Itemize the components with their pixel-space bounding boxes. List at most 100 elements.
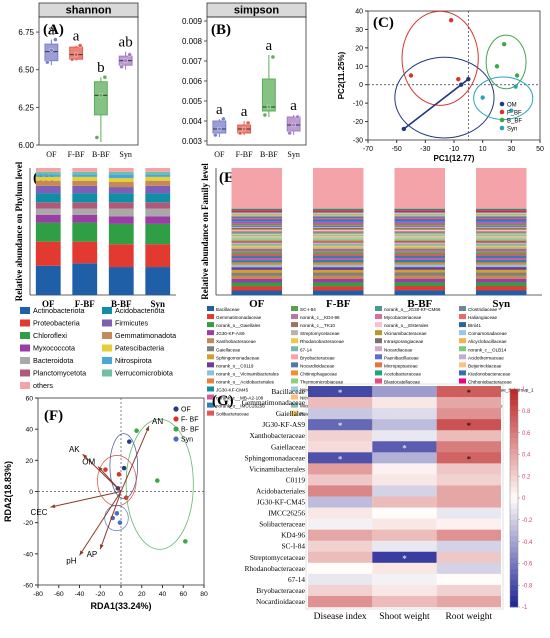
bar-segment (231, 229, 283, 232)
colorbar-segment (510, 557, 518, 564)
legend-marker (499, 109, 505, 115)
legend-swatch (375, 314, 382, 320)
legend-label: norank_o__C0119 (216, 363, 254, 368)
legend-swatch (102, 332, 112, 339)
bar-segment (312, 257, 364, 261)
x-axis-label: PC1(12.77) (434, 154, 475, 163)
x-tick-label: 0 (119, 591, 123, 598)
legend-swatch (102, 357, 112, 364)
bar-segment (475, 235, 527, 238)
bar-segment (475, 233, 527, 235)
bar-segment (394, 218, 446, 221)
bar-segment (394, 208, 446, 210)
legend-label: Xanthobacteraceae (216, 339, 256, 344)
bar-segment (231, 233, 283, 235)
heatmap-cell (308, 419, 373, 431)
legend-label: Acidobacteriota (115, 306, 165, 315)
bar-segment (312, 213, 364, 215)
significance-letter: a (73, 29, 80, 45)
vector-label: AN (152, 417, 163, 426)
bar-segment (312, 278, 364, 283)
colorbar-segment (510, 459, 518, 466)
colorbar-label: -0.8 (522, 583, 533, 589)
bar-segment (394, 240, 446, 243)
colorbar-segment (510, 448, 518, 455)
bar-segment (231, 217, 283, 219)
y-tick-label: 0.009 (182, 17, 203, 26)
bar-segment (312, 214, 364, 216)
colorbar-segment (510, 503, 518, 510)
bar-segment (475, 220, 527, 223)
bar-segment (312, 228, 364, 231)
x-tick-label: -20 (95, 591, 105, 598)
y-tick-label: 0 (359, 82, 363, 89)
significance-star: * (402, 443, 407, 453)
bar-segment (312, 226, 364, 228)
bar-segment (231, 262, 283, 265)
legend-label: Acidothermaceae (468, 355, 504, 360)
x-tick-label: F-BF (236, 150, 253, 159)
legend-label: Nitrospirota (115, 356, 152, 365)
panel-label: (C) (373, 15, 394, 31)
bar-segment (394, 229, 446, 232)
bar-segment (145, 180, 171, 186)
legend-swatch (375, 346, 382, 352)
bar-segment (475, 218, 527, 221)
bar-segment (35, 265, 61, 295)
bar-segment (475, 266, 527, 270)
x-tick-label: OF (46, 150, 57, 159)
colorbar-label: -1 (522, 605, 528, 611)
legend-swatch (207, 322, 214, 328)
bar-segment (108, 178, 134, 182)
colorbar-segment (510, 454, 518, 461)
bar-segment (312, 290, 364, 296)
bar-segment (475, 238, 527, 240)
bar-segment (72, 241, 98, 264)
bar-segment (394, 232, 446, 234)
bar-segment (231, 230, 283, 233)
bar-segment (475, 254, 527, 257)
bar-segment (231, 290, 283, 296)
bar-segment (72, 202, 98, 209)
heatmap-cell (372, 507, 437, 519)
bar-segment (394, 215, 446, 217)
bar-segment (231, 220, 283, 222)
bar-segment (394, 214, 446, 216)
x-tick-label: B-BF (407, 298, 432, 310)
row-label: Bacillaceae (271, 387, 305, 396)
bar-segment (312, 211, 364, 213)
legend-swatch (291, 386, 298, 392)
y-tick-label: 60 (25, 396, 33, 403)
legend-swatch (291, 306, 298, 311)
bar-segment (231, 245, 283, 248)
bar-segment (312, 235, 364, 238)
bar-segment (394, 226, 446, 228)
legend-swatch (207, 314, 214, 320)
bar-segment (72, 174, 98, 177)
significance-star: * (467, 421, 472, 431)
bar-segment (312, 262, 364, 265)
row-label: IMCC26256 (268, 509, 305, 518)
bar-segment (35, 174, 61, 177)
legend-label: Bryobacteraceae (300, 355, 335, 360)
bar-segment (475, 290, 527, 296)
plot-frame (38, 16, 139, 146)
x-tick-label: -70 (363, 146, 373, 153)
heatmap-cell (308, 496, 373, 508)
data-point (134, 428, 139, 434)
bar-segment (475, 246, 527, 249)
bar-segment (35, 180, 61, 186)
legend-label: Gaiellaceae (216, 347, 241, 352)
y-tick-label: 6.50 (18, 66, 34, 75)
y-axis-label: PC2(11.25%) (337, 51, 346, 99)
bar-segment (312, 255, 364, 259)
bar-segment (145, 193, 171, 203)
env-vector (97, 466, 122, 492)
data-point (155, 478, 160, 483)
vector-label: CEC (31, 508, 48, 517)
bar-segment (72, 171, 98, 175)
heatmap-cell (308, 518, 373, 530)
colorbar-segment (510, 394, 518, 401)
colorbar-segment (510, 498, 518, 504)
x-tick-label: -40 (75, 591, 85, 598)
